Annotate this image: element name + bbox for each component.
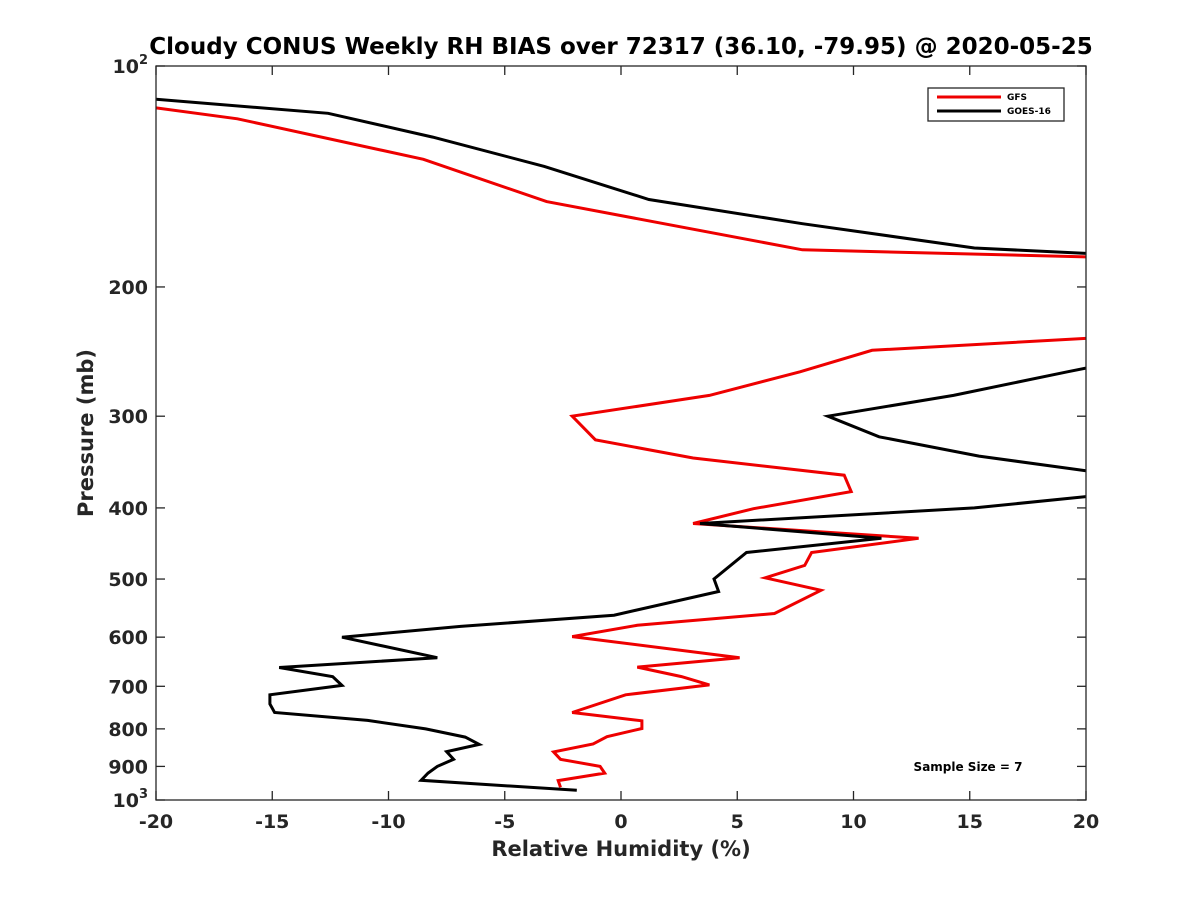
- series-line-gfs-1: [156, 106, 1086, 259]
- legend: GFS GOES-16: [927, 87, 1065, 122]
- sample-size-annotation: Sample Size = 7: [914, 760, 1023, 774]
- x-axis: -20 -15 -10 -5 0 5 10 15 20: [139, 66, 1099, 833]
- legend-label: GFS: [1007, 93, 1027, 103]
- y-tick-label: 700: [108, 676, 148, 698]
- y-tick-label: 400: [108, 498, 148, 520]
- chart-title: Cloudy CONUS Weekly RH BIAS over 72317 (…: [149, 34, 1092, 60]
- x-tick-label: -10: [371, 811, 405, 833]
- x-tick-label: 10: [840, 811, 866, 833]
- y-tick-label: 102: [113, 53, 149, 78]
- y-tick-label: 800: [108, 719, 148, 741]
- x-tick-label: 15: [957, 811, 983, 833]
- series-line-goes-16-3: [268, 495, 1086, 792]
- y-axis-label: Pressure (mb): [74, 349, 98, 517]
- y-tick-label: 600: [108, 627, 148, 649]
- x-tick-label: -5: [494, 811, 515, 833]
- series-line-goes-16-2: [822, 366, 1086, 473]
- series-line-goes-16-1: [156, 97, 1086, 255]
- x-tick-label: -20: [139, 811, 173, 833]
- legend-box: [927, 87, 1065, 122]
- series-line-gfs-2: [550, 336, 1086, 788]
- y-tick-label: 900: [108, 756, 148, 778]
- plot-frame: [155, 65, 1087, 801]
- y-tick-label: 200: [108, 277, 148, 299]
- y-tick-label: 103: [113, 787, 149, 812]
- x-tick-label: 20: [1073, 811, 1099, 833]
- y-tick-label: 500: [108, 569, 148, 591]
- x-axis-label: Relative Humidity (%): [491, 837, 750, 861]
- series-layer: [156, 97, 1086, 792]
- x-tick-label: -15: [255, 811, 289, 833]
- x-tick-label: 0: [614, 811, 627, 833]
- y-axis: 102 200 300 400 500 600 700 800 900 103: [108, 53, 1086, 812]
- x-tick-label: 5: [731, 811, 744, 833]
- y-tick-label: 300: [108, 406, 148, 428]
- legend-label: GOES-16: [1007, 107, 1051, 117]
